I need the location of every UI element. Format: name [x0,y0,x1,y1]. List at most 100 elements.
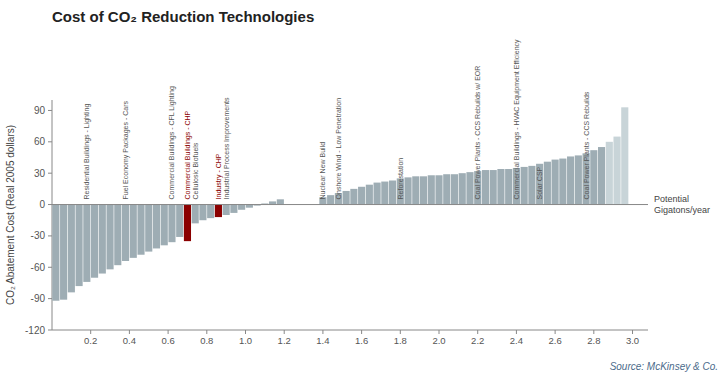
y-tick [48,267,52,268]
x-tick [477,330,478,334]
bar [230,205,237,213]
bar [613,137,620,205]
x-tick-label: 0.4 [123,335,136,346]
annotation: Onshore Wind - Low Penetration [335,98,342,200]
x-tick-label: 2.8 [587,335,600,346]
x-tick [361,330,362,334]
x-tick-label: 1.2 [278,335,291,346]
bar [621,107,628,204]
x-tick-label: 0.2 [84,335,97,346]
bar [199,205,206,221]
bar [343,191,350,205]
bar [122,205,129,261]
bar [91,205,98,278]
bar [544,162,551,205]
x-axis-label: PotentialGigatons/year [654,194,710,215]
annotation: Reforestation [397,158,404,200]
x-tick [400,330,401,334]
bar [68,205,75,293]
x-tick-label: 2.4 [510,335,523,346]
bar [176,205,183,237]
y-tick [48,235,52,236]
y-tick-label: -30 [31,230,46,241]
annotation: Commercial Buildings - HVAC Equipment Ef… [513,39,521,200]
x-axis-label-line: Gigatons/year [654,205,710,215]
bar [215,205,222,218]
zero-line [52,204,648,205]
x-tick [284,330,285,334]
bar [435,175,442,204]
bar [161,205,168,246]
annotation: Residential Buildings - Lighting [83,104,91,200]
bar [381,182,388,205]
bar [559,159,566,205]
bar [168,205,175,243]
y-tick [48,330,52,331]
x-tick-label: 1.8 [394,335,407,346]
bar [490,170,497,205]
x-tick [90,330,91,334]
x-tick-label: 0.6 [161,335,174,346]
bar [606,142,613,205]
bar [145,205,152,252]
bar [130,205,137,258]
x-tick [593,330,594,334]
annotation: Industry - CHP [215,153,223,199]
y-tick-label: 30 [34,168,46,179]
bar [350,189,357,205]
y-axis-label: CO₂ Abatement Cost (Real 2005 dollars) [5,125,16,305]
bar [153,205,160,249]
bar [374,183,381,205]
x-tick-label: 3.0 [626,335,639,346]
annotation: Coal Power Plants - CCS Rebuilds [583,91,590,199]
y-axis: -120-90-60-300306090 [25,100,52,336]
source: Source: McKinsey & Co. [610,361,718,372]
annotations: Residential Buildings - LightingFuel Eco… [83,39,589,200]
bar [207,205,214,219]
bar [497,169,504,205]
x-tick-label: 0.8 [200,335,213,346]
bar [106,205,113,270]
annotation: Coal Power Plants - CCS Rebuilds w/ EOR [474,66,481,200]
bar [598,147,605,205]
y-tick-label: -90 [31,293,46,304]
x-axis: 0.20.40.60.81.01.21.41.61.82.02.22.42.62… [52,330,648,346]
bar [420,176,427,204]
x-axis-line [52,330,648,331]
bar [482,170,489,205]
y-tick-label: -120 [25,325,45,336]
bar [466,172,473,204]
bar [505,169,512,205]
bar [552,160,559,205]
bar [60,205,67,300]
annotation: Nuclear New Build [319,142,326,200]
bar [99,205,106,274]
x-tick [168,330,169,334]
y-tick-label: 60 [34,136,46,147]
chart: Cost of CO₂ Reduction Technologies-120-9… [0,0,726,378]
annotation: Cellulosic Biofuels [192,142,199,199]
bar [536,164,543,205]
bar [277,199,284,204]
bar [451,174,458,204]
bar [412,176,419,204]
bar [521,167,528,205]
x-tick-label: 1.0 [239,335,252,346]
x-tick-label: 2.6 [549,335,562,346]
bar [404,177,411,204]
bar [366,185,373,205]
bar [528,166,535,205]
annotation: Solar CSP [536,166,543,199]
bar [428,175,435,204]
y-tick-label: 90 [34,105,46,116]
x-tick [439,330,440,334]
bar [114,205,121,266]
bar [137,205,144,255]
bar [223,205,230,215]
bar [52,205,59,301]
x-tick-label: 1.6 [355,335,368,346]
x-tick [322,330,323,334]
annotation: Industrial Process Improvements [223,97,231,199]
bar [389,181,396,205]
bar [184,205,191,242]
